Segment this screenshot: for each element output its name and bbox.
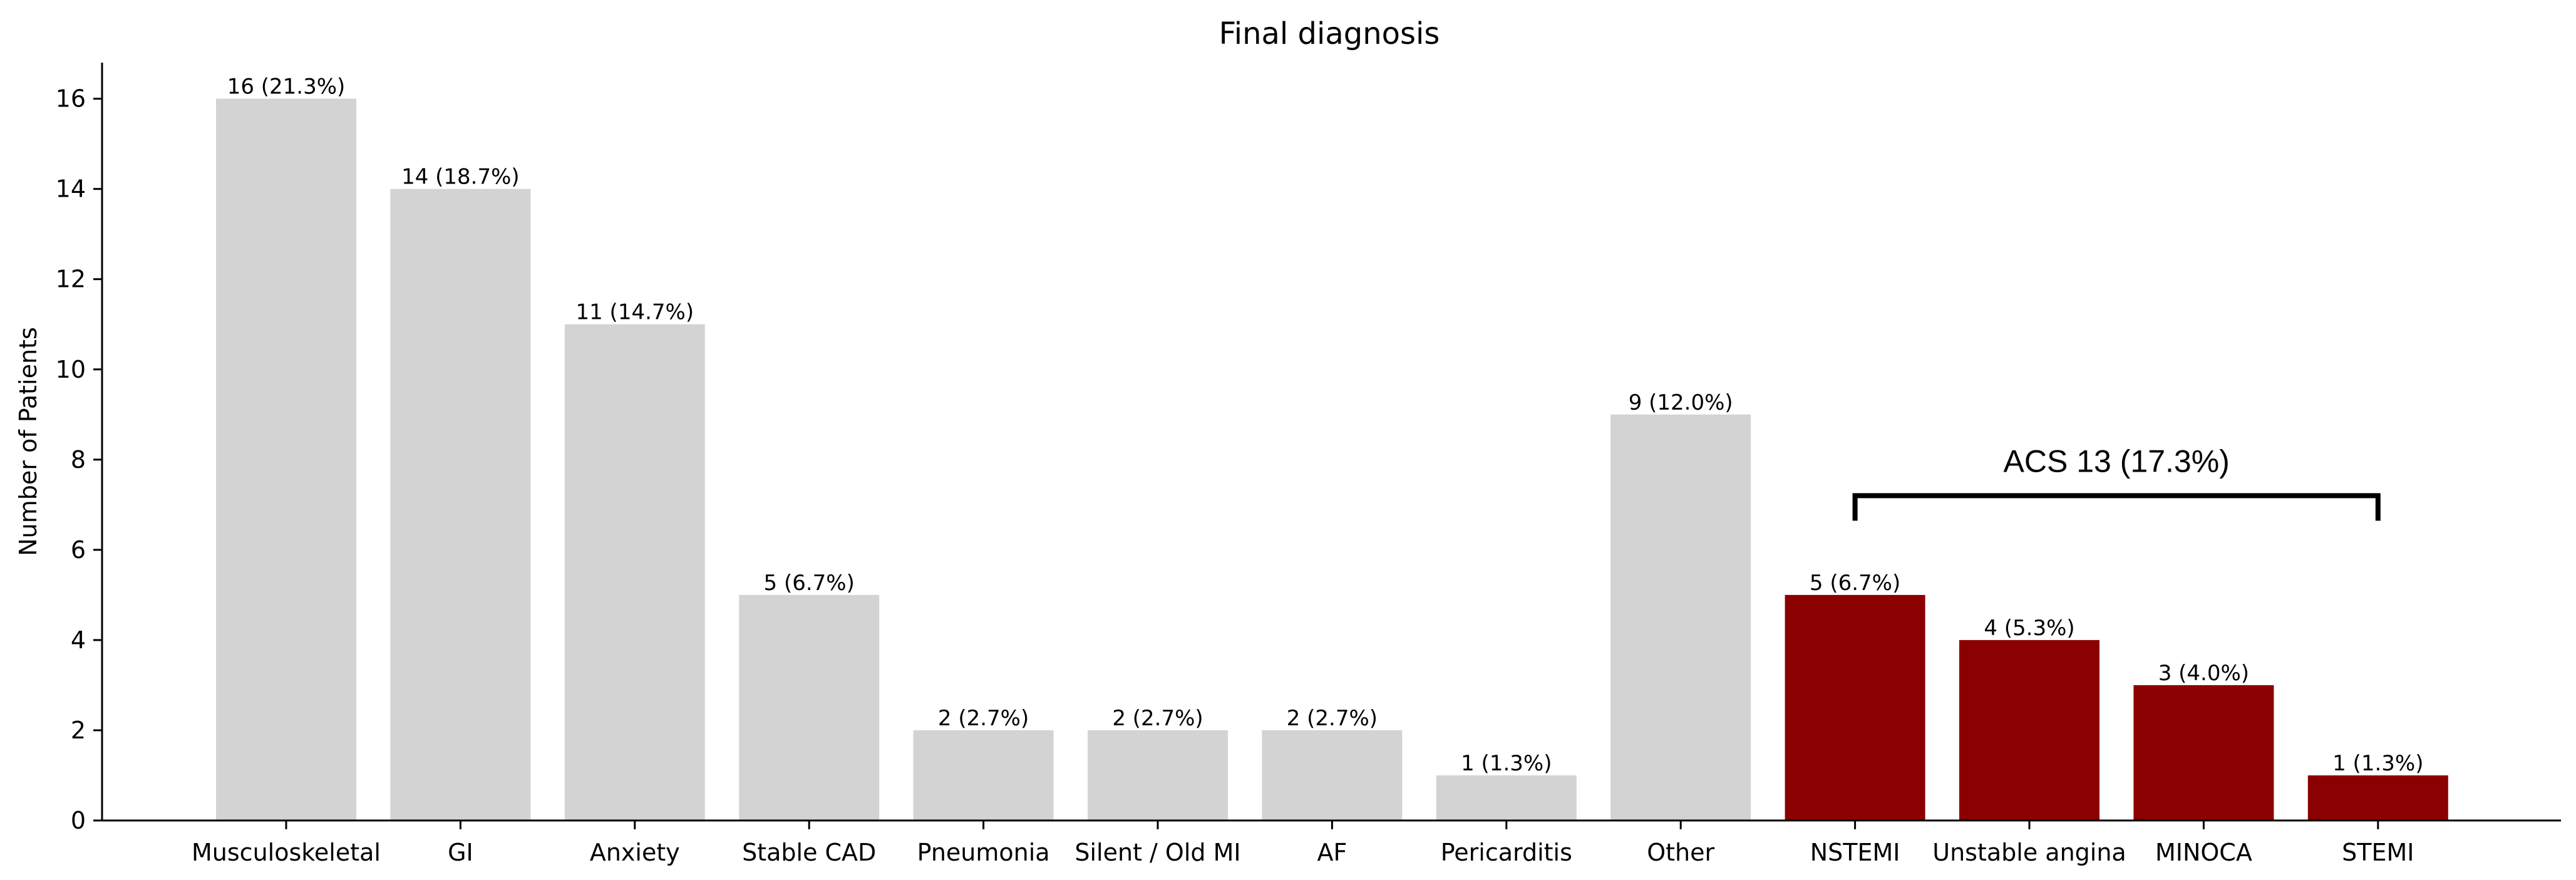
y-axis-label: Number of Patients [14, 327, 42, 556]
acs-bracket-label: ACS 13 (17.3%) [2004, 443, 2230, 479]
bar [1610, 414, 1751, 820]
y-tick-label: 0 [71, 807, 86, 834]
y-tick-label: 8 [71, 446, 86, 474]
bars: 16 (21.3%) 14 (18.7%) 11 (14.7%) 5 (6.7%) 2 … [216, 75, 2448, 821]
bar-data-label: 2 (2.7%) [1112, 706, 1203, 731]
chart-title: Final diagnosis [1219, 16, 1440, 51]
bar-data-label: 14 (18.7%) [401, 165, 520, 190]
bar [739, 594, 880, 820]
bar-data-label: 5 (6.7%) [1810, 571, 1900, 596]
bar [216, 98, 356, 821]
y-tick-label: 2 [71, 717, 86, 744]
bar-data-label: 1 (1.3%) [1461, 751, 1552, 776]
bar [1088, 730, 1228, 820]
y-tick-label: 14 [56, 175, 86, 203]
y-tick-label: 16 [56, 85, 86, 113]
bar [1785, 594, 1925, 820]
bar-data-label: 4 (5.3%) [1984, 616, 2074, 641]
x-tick-label: Pericarditis [1441, 839, 1572, 866]
y-tick-label: 6 [71, 536, 86, 564]
x-tick-label: Stable CAD [742, 839, 876, 866]
x-tick-label: Other [1647, 839, 1714, 866]
x-tick-label: Musculoskeletal [192, 839, 381, 866]
x-tick-label: AF [1317, 839, 1347, 866]
acs-bracket [1852, 493, 2381, 521]
bar-data-label: 9 (12.0%) [1629, 390, 1733, 415]
y-axis-ticks: 0 2 4 6 8 10 12 14 16 [56, 85, 102, 834]
bar-data-label: 3 (4.0%) [2158, 661, 2249, 686]
x-tick-label: GI [448, 839, 473, 866]
x-axis-ticks: Musculoskeletal GI Anxiety Stable CAD Pneumo… [192, 820, 2414, 866]
bar [1262, 730, 1403, 820]
bar-data-label: 2 (2.7%) [938, 706, 1029, 731]
bar-data-label: 1 (1.3%) [2332, 751, 2423, 776]
x-tick-label: MINOCA [2155, 839, 2252, 866]
x-tick-label: Anxiety [590, 839, 680, 866]
bar-data-label: 11 (14.7%) [575, 300, 694, 325]
x-tick-label: Pneumonia [917, 839, 1050, 866]
x-tick-label: STEMI [2342, 839, 2414, 866]
bar-data-label: 16 (21.3%) [227, 75, 346, 100]
bar [1436, 775, 1577, 820]
bar [390, 189, 531, 821]
bar [1959, 639, 2099, 820]
bar [2307, 775, 2448, 820]
x-tick-label: NSTEMI [1810, 839, 1900, 866]
bar [2133, 685, 2274, 820]
y-tick-label: 10 [56, 356, 86, 383]
y-tick-label: 4 [71, 626, 86, 654]
x-tick-label: Unstable angina [1932, 839, 2126, 866]
x-tick-label: Silent / Old MI [1074, 839, 1240, 866]
y-tick-label: 12 [56, 266, 86, 293]
acs-annotation: ACS 13 (17.3%) [1852, 443, 2381, 521]
bar-data-label: 2 (2.7%) [1287, 706, 1378, 731]
bar-data-label: 5 (6.7%) [764, 571, 855, 596]
bar [913, 730, 1054, 820]
bar [564, 324, 705, 820]
